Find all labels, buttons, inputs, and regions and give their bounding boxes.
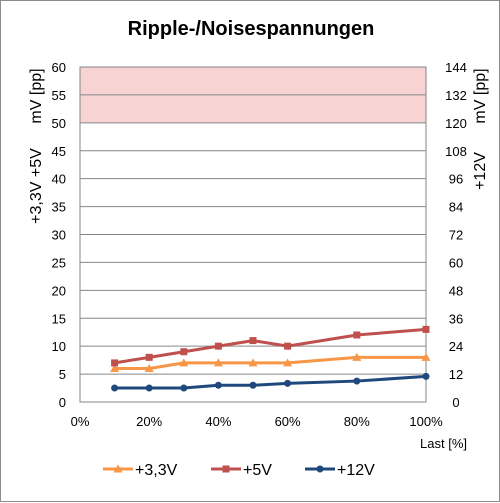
- data-point-12v: [180, 384, 188, 392]
- y-right-label-bottom: +12V: [472, 152, 489, 190]
- data-point-12v: [284, 379, 292, 387]
- y-left-tick-label: 25: [52, 255, 66, 270]
- y-left-tick-label: 15: [52, 311, 66, 326]
- y-left-tick-label: 10: [52, 339, 66, 354]
- y-left-tick-label: 45: [52, 144, 66, 159]
- y-right-tick-label: 120: [445, 116, 467, 131]
- x-tick-label: 20%: [136, 414, 162, 429]
- y-right-tick-label: 24: [449, 339, 463, 354]
- y-left-tick-label: 0: [59, 395, 66, 410]
- chart-title: Ripple-/Noisespannungen: [128, 18, 375, 40]
- data-point-33v: [144, 364, 154, 372]
- data-point-5v: [353, 331, 361, 339]
- series-line-5v: [114, 327, 427, 365]
- x-tick-label: 100%: [409, 414, 443, 429]
- y-right-tick-label: 108: [445, 144, 467, 159]
- y-right-tick-label: 60: [449, 255, 463, 270]
- y-left-tick-label: 5: [59, 367, 66, 382]
- data-point-5v: [249, 337, 257, 345]
- x-axis-title: Last [%]: [420, 436, 467, 451]
- data-point-12v: [249, 381, 257, 389]
- data-point-5v: [284, 342, 292, 350]
- y-left-tick-label: 30: [52, 228, 66, 243]
- data-point-12v: [111, 384, 119, 392]
- y-right-tick-label: 36: [449, 311, 463, 326]
- legend-marker-12v: [316, 465, 324, 473]
- y-right-tick-label: 72: [449, 228, 463, 243]
- y-left-tick-label: 55: [52, 88, 66, 103]
- x-tick-label: 0%: [71, 414, 90, 429]
- data-point-33v: [352, 352, 362, 361]
- data-point-12v: [214, 381, 222, 389]
- y-left-tick-label: 20: [52, 283, 66, 298]
- data-point-5v: [180, 348, 188, 356]
- y-right-tick-label: 12: [449, 367, 463, 382]
- y-right-tick-label: 144: [445, 60, 467, 75]
- y-left-label-bottom: +3,3V +5V: [28, 148, 45, 224]
- data-point-33v: [283, 358, 293, 367]
- series-line-33v: [114, 355, 426, 370]
- y-right-tick-label: 0: [452, 395, 459, 410]
- legend-label-5v: +5V: [243, 462, 272, 479]
- legend-marker-5v: [222, 465, 230, 473]
- y-right-tick-label: 48: [449, 283, 463, 298]
- y-left-tick-label: 40: [52, 172, 66, 187]
- legend-marker-33v: [113, 464, 123, 473]
- data-point-5v: [145, 353, 153, 361]
- plot-area: 0 0 5 12 10 24 15 36 20 48 25 60 30 72 35 84 40 96 45 108 50…: [52, 60, 467, 429]
- y-left-label-top: mV [pp]: [28, 68, 45, 123]
- y-left-tick-label: 60: [52, 60, 66, 75]
- y-left-tick-label: 35: [52, 200, 66, 215]
- data-point-5v: [111, 359, 119, 367]
- y-right-label-top: mV [pp]: [472, 68, 489, 123]
- legend-label-33v: +3,3V: [135, 462, 178, 479]
- x-tick-label: 80%: [344, 414, 370, 429]
- data-point-33v: [248, 358, 258, 367]
- data-point-12v: [353, 377, 361, 385]
- data-point-5v: [214, 342, 222, 350]
- y-right-tick-label: 132: [445, 88, 467, 103]
- data-point-33v: [213, 358, 223, 367]
- series-line-12v: [114, 374, 427, 390]
- plot-frame: [79, 66, 427, 403]
- y-right-tick-label: 96: [449, 172, 463, 187]
- x-tick-label: 40%: [205, 414, 231, 429]
- data-point-33v: [110, 364, 120, 372]
- data-point-33v: [179, 358, 189, 367]
- x-tick-label: 60%: [275, 414, 301, 429]
- data-point-12v: [145, 384, 153, 392]
- legend: +3,3V +5V +12V: [103, 462, 375, 479]
- legend-label-12v: +12V: [337, 462, 375, 479]
- data-point-33v: [421, 352, 431, 361]
- y-right-tick-label: 84: [449, 200, 463, 215]
- data-point-12v: [422, 372, 430, 380]
- y-left-tick-label: 50: [52, 116, 66, 131]
- data-point-5v: [422, 325, 430, 333]
